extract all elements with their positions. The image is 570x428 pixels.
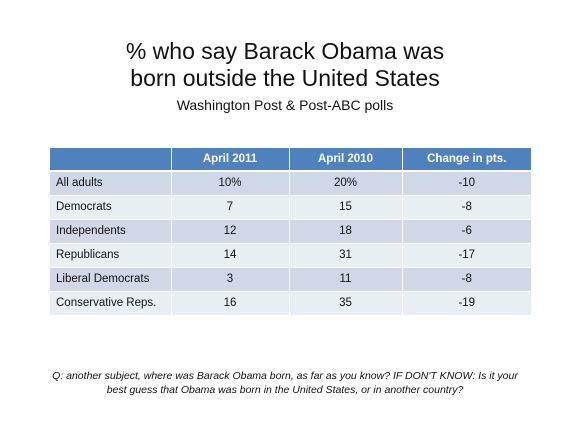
table-row: Democrats 7 15 -8 — [50, 195, 531, 220]
chart-title-line-2: born outside the United States — [130, 65, 440, 91]
cell-april-2010: 31 — [289, 243, 403, 268]
table-row: All adults 10% 20% -10 — [50, 171, 531, 196]
cell-april-2010: 35 — [289, 291, 403, 316]
cell-change: -10 — [402, 171, 531, 196]
cell-change: -8 — [402, 195, 531, 220]
cell-april-2010: 15 — [289, 195, 403, 220]
cell-april-2011: 16 — [171, 291, 290, 316]
table-header-row: April 2011 April 2010 Change in pts. — [50, 148, 531, 172]
question-footnote: Q: another subject, where was Barack Oba… — [52, 370, 518, 396]
header-blank — [50, 148, 172, 172]
row-label: Conservative Reps. — [50, 291, 172, 316]
row-label: Democrats — [50, 195, 172, 220]
cell-april-2011: 14 — [171, 243, 290, 268]
cell-change: -19 — [402, 291, 531, 316]
table-row: Republicans 14 31 -17 — [50, 243, 531, 268]
row-label: Republicans — [50, 243, 172, 268]
row-label: Independents — [50, 219, 172, 244]
chart-title: % who say Barack Obama was born outside … — [0, 38, 570, 92]
cell-change: -17 — [402, 243, 531, 268]
cell-april-2010: 11 — [289, 267, 403, 292]
header-april-2011: April 2011 — [171, 148, 290, 172]
row-label: Liberal Democrats — [50, 267, 172, 292]
header-change: Change in pts. — [402, 148, 531, 172]
chart-title-line-1: % who say Barack Obama was — [125, 38, 445, 64]
cell-april-2010: 20% — [289, 171, 403, 196]
cell-april-2010: 18 — [289, 219, 403, 244]
cell-change: -8 — [402, 267, 531, 292]
poll-table: April 2011 April 2010 Change in pts. All… — [50, 148, 531, 316]
cell-april-2011: 7 — [171, 195, 290, 220]
cell-change: -6 — [402, 219, 531, 244]
chart-subtitle: Washington Post & Post-ABC polls — [176, 97, 394, 113]
cell-april-2011: 10% — [171, 171, 290, 196]
row-label: All adults — [50, 171, 172, 196]
table-row: Liberal Democrats 3 11 -8 — [50, 267, 531, 292]
cell-april-2011: 3 — [171, 267, 290, 292]
cell-april-2011: 12 — [171, 219, 290, 244]
header-april-2010: April 2010 — [289, 148, 403, 172]
table-row: Conservative Reps. 16 35 -19 — [50, 291, 531, 316]
table-row: Independents 12 18 -6 — [50, 219, 531, 244]
